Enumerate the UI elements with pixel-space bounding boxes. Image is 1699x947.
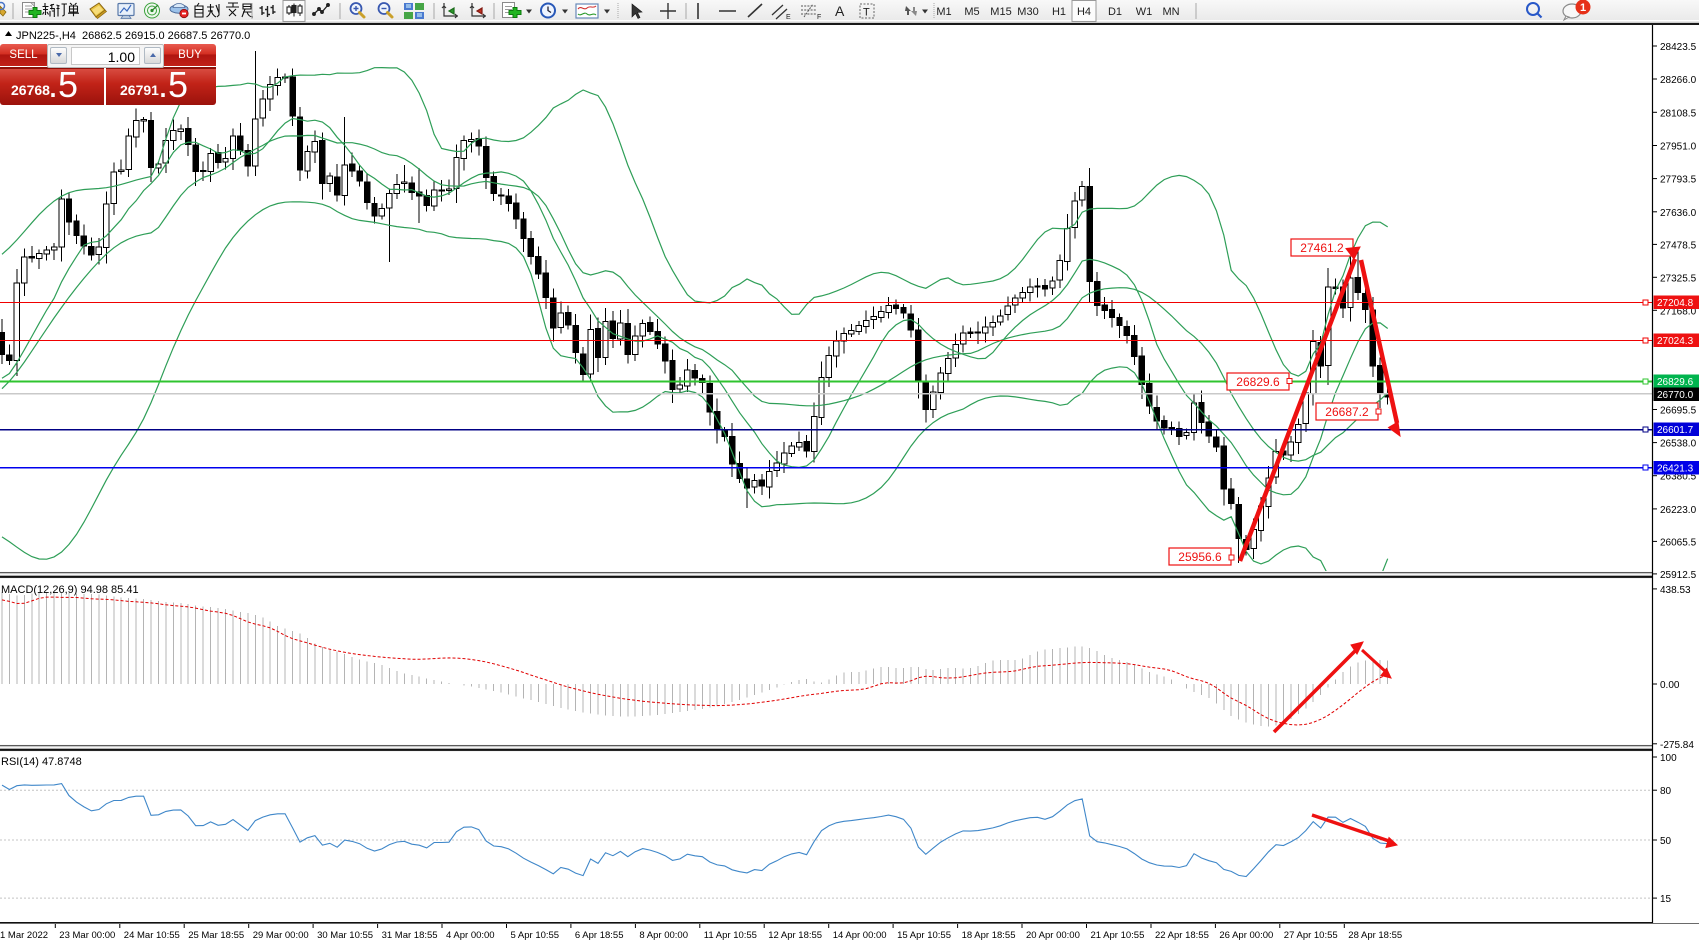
svg-text:23 Mar 00:00: 23 Mar 00:00	[59, 930, 115, 941]
svg-text:M30: M30	[1017, 6, 1038, 18]
svg-text:T: T	[863, 7, 870, 19]
svg-text:D1: D1	[1108, 6, 1122, 18]
svg-text:F: F	[817, 14, 821, 21]
svg-text:15: 15	[1660, 894, 1672, 905]
svg-text:W1: W1	[1136, 6, 1153, 18]
svg-text:28266.0: 28266.0	[1660, 75, 1697, 86]
svg-text:6 Apr 18:55: 6 Apr 18:55	[575, 930, 624, 941]
svg-text:4 Apr 00:00: 4 Apr 00:00	[446, 930, 495, 941]
svg-text:26 Apr 00:00: 26 Apr 00:00	[1219, 930, 1273, 941]
svg-text:MACD(12,26,9) 94.98 85.41: MACD(12,26,9) 94.98 85.41	[1, 584, 139, 596]
svg-text:27024.3: 27024.3	[1657, 336, 1694, 347]
svg-text:27168.0: 27168.0	[1660, 306, 1697, 317]
svg-text:80: 80	[1660, 786, 1672, 797]
svg-text:30 Mar 10:55: 30 Mar 10:55	[317, 930, 373, 941]
svg-text:21 Apr 10:55: 21 Apr 10:55	[1091, 930, 1145, 941]
svg-text:50: 50	[1660, 836, 1672, 847]
svg-text:438.53: 438.53	[1660, 585, 1691, 596]
svg-text:5 Apr 10:55: 5 Apr 10:55	[511, 930, 560, 941]
svg-text:26421.3: 26421.3	[1657, 464, 1694, 475]
svg-text:26065.5: 26065.5	[1660, 537, 1697, 548]
svg-text:28423.5: 28423.5	[1660, 42, 1697, 53]
svg-text:22 Apr 18:55: 22 Apr 18:55	[1155, 930, 1209, 941]
svg-text:25912.5: 25912.5	[1660, 570, 1697, 581]
svg-text:15 Apr 10:55: 15 Apr 10:55	[897, 930, 951, 941]
svg-text:28 Apr 18:55: 28 Apr 18:55	[1348, 930, 1402, 941]
svg-text:26829.6: 26829.6	[1236, 375, 1280, 389]
svg-text:28108.5: 28108.5	[1660, 108, 1697, 119]
svg-text:24 Mar 10:55: 24 Mar 10:55	[124, 930, 180, 941]
svg-text:25 Mar 18:55: 25 Mar 18:55	[188, 930, 244, 941]
svg-text:18 Apr 18:55: 18 Apr 18:55	[962, 930, 1016, 941]
svg-text:1 Mar 2022: 1 Mar 2022	[0, 930, 48, 941]
svg-text:M15: M15	[990, 6, 1011, 18]
svg-text:0.00: 0.00	[1660, 680, 1680, 691]
svg-text:H1: H1	[1052, 6, 1066, 18]
svg-text:26601.7: 26601.7	[1657, 425, 1694, 436]
svg-text:26538.0: 26538.0	[1660, 439, 1697, 450]
svg-text:11 Apr 10:55: 11 Apr 10:55	[704, 930, 757, 941]
svg-text:26380.5: 26380.5	[1660, 472, 1697, 483]
svg-text:27793.5: 27793.5	[1660, 175, 1697, 186]
svg-text:26770.0: 26770.0	[1657, 390, 1694, 401]
svg-text:14 Apr 00:00: 14 Apr 00:00	[833, 930, 887, 941]
svg-text:27 Apr 10:55: 27 Apr 10:55	[1284, 930, 1338, 941]
svg-text:RSI(14) 47.8748: RSI(14) 47.8748	[1, 756, 82, 768]
svg-text:M1: M1	[936, 6, 951, 18]
svg-text:27204.8: 27204.8	[1657, 298, 1694, 309]
svg-text:27951.0: 27951.0	[1660, 142, 1697, 153]
svg-text:26223.0: 26223.0	[1660, 505, 1697, 516]
svg-text:E: E	[786, 14, 791, 21]
svg-text:H4: H4	[1077, 6, 1091, 18]
svg-text:8 Apr 00:00: 8 Apr 00:00	[639, 930, 688, 941]
svg-text:27325.5: 27325.5	[1660, 273, 1697, 284]
svg-text:20 Apr 00:00: 20 Apr 00:00	[1026, 930, 1080, 941]
svg-text:27461.2: 27461.2	[1300, 241, 1344, 255]
svg-text:A: A	[835, 3, 845, 19]
svg-text:31 Mar 18:55: 31 Mar 18:55	[382, 930, 438, 941]
svg-text:JPN225-,H4 26862.5 26915.0 26: JPN225-,H4 26862.5 26915.0 26687.5 26770…	[16, 30, 250, 42]
svg-text:1: 1	[1580, 2, 1586, 14]
svg-text:12 Apr 18:55: 12 Apr 18:55	[768, 930, 822, 941]
svg-text:-275.84: -275.84	[1660, 740, 1694, 751]
svg-text:M5: M5	[964, 6, 979, 18]
svg-text:26695.5: 26695.5	[1660, 406, 1697, 417]
svg-text:29 Mar 00:00: 29 Mar 00:00	[253, 930, 309, 941]
svg-text:25956.6: 25956.6	[1178, 550, 1222, 564]
svg-text:26687.2: 26687.2	[1325, 405, 1369, 419]
svg-text:26829.6: 26829.6	[1657, 377, 1694, 388]
svg-text:100: 100	[1660, 753, 1677, 764]
svg-text:27478.5: 27478.5	[1660, 240, 1697, 251]
svg-text:MN: MN	[1162, 6, 1179, 18]
svg-text:27636.0: 27636.0	[1660, 208, 1697, 219]
